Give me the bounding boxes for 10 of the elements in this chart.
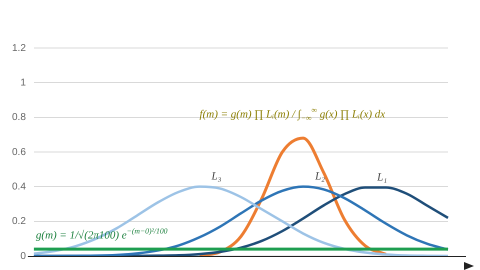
y-tick-label: 0.2: [12, 216, 26, 228]
y-tick-label: 0.6: [12, 146, 26, 158]
series-label: L₁: [376, 172, 388, 184]
series-label: L₃: [210, 170, 222, 183]
series-label: L₂: [314, 170, 326, 183]
y-tick-label: 1.2: [12, 42, 26, 54]
y-tick-label: 1: [20, 77, 26, 88]
y-tick-label: 0.4: [12, 181, 26, 192]
y-tick-label: 0: [20, 250, 26, 262]
y-tick-label: 0.8: [12, 112, 26, 124]
